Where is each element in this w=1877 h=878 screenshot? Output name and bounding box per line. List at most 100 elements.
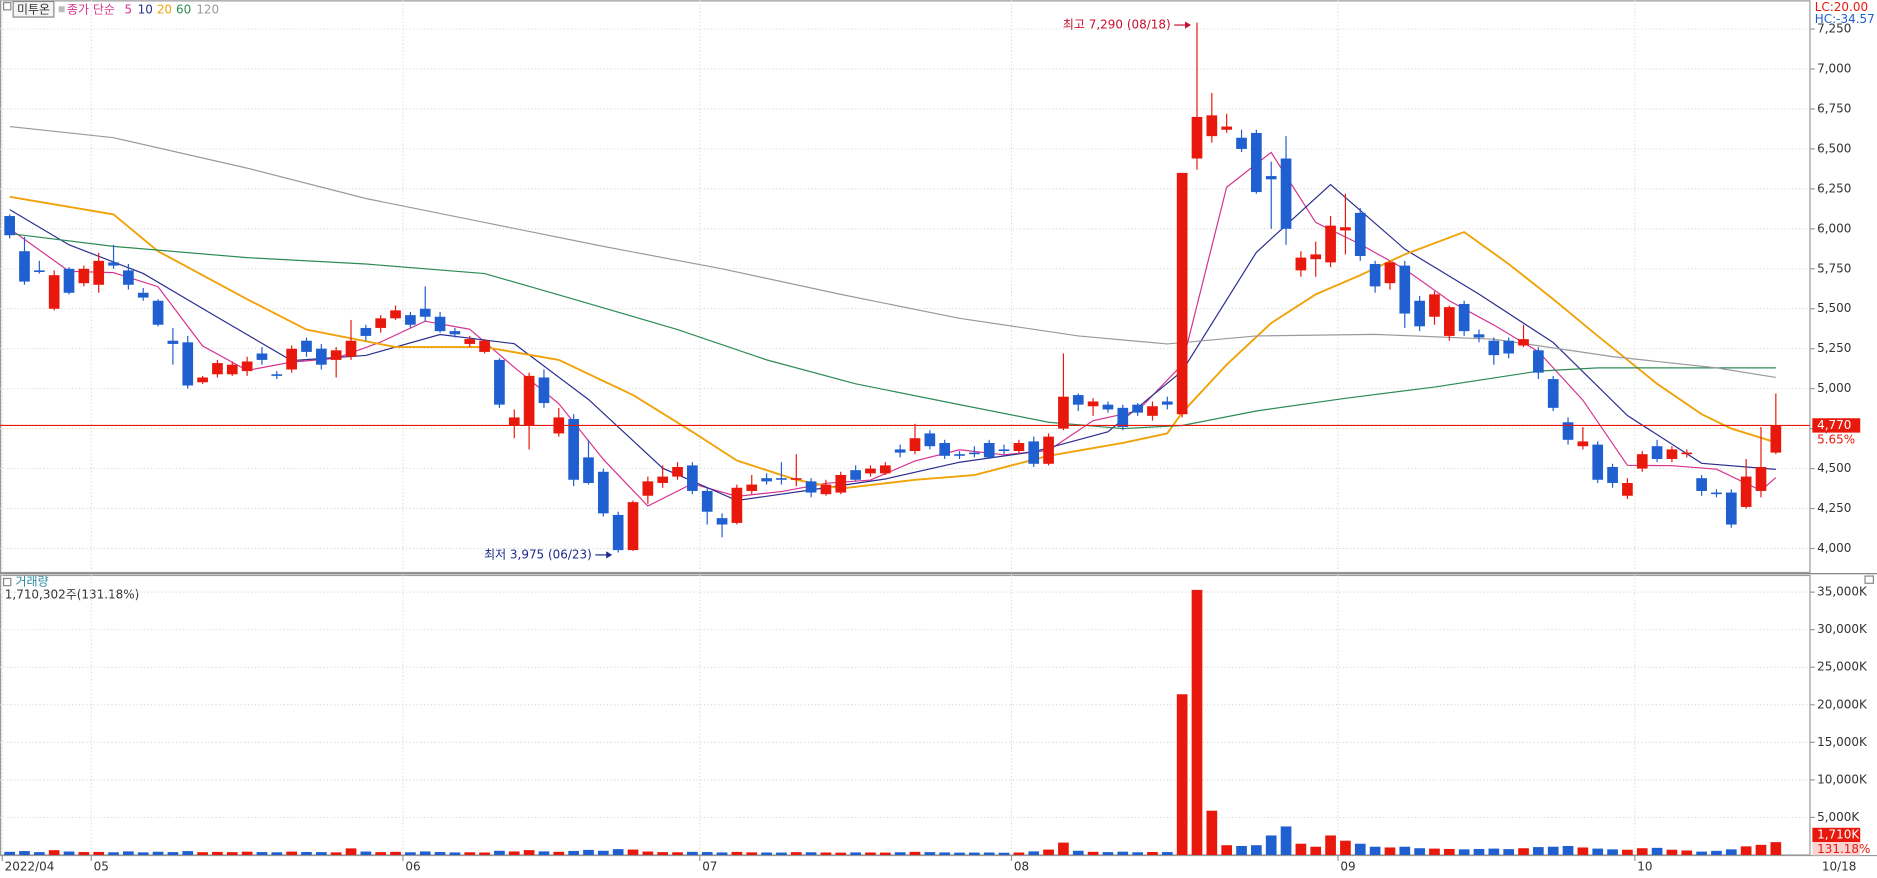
volume-bar [1622, 849, 1633, 855]
volume-bar [879, 852, 891, 855]
candle-body [998, 449, 1010, 452]
y-tick-label: 7,250 [1817, 22, 1851, 36]
volume-bar [687, 851, 698, 855]
candle-body [583, 457, 594, 483]
volume-bar [405, 852, 416, 855]
volume-icon[interactable] [2, 577, 12, 587]
y-tick-label: 6,250 [1817, 181, 1851, 195]
volume-bar [434, 852, 446, 855]
lc-label: LC:20.00 [1815, 0, 1868, 14]
candle-body [1236, 137, 1247, 149]
volume-bar [48, 850, 60, 855]
candle-body [48, 275, 60, 309]
volume-bar [820, 852, 832, 855]
last-ratio-box [1812, 842, 1861, 856]
volume-bar [983, 852, 995, 855]
x-tick-label: 05 [94, 859, 109, 873]
volume-bar [301, 851, 312, 855]
volume-bar [701, 852, 713, 855]
candle-body [894, 449, 906, 453]
annotation-arrowhead [606, 551, 613, 559]
candle-body [508, 417, 520, 426]
volume-bar [1161, 852, 1173, 855]
y-tick-label: 5,250 [1817, 341, 1851, 355]
volume-bar [1221, 845, 1233, 855]
candle-body [1592, 444, 1604, 480]
volume-bar [1206, 810, 1218, 855]
candle-body [1072, 395, 1084, 405]
volume-bar [256, 852, 268, 855]
volume-bar [790, 852, 802, 855]
candle-body [286, 348, 297, 370]
candle-body [1488, 340, 1500, 356]
x-tick-label: 10 [1637, 859, 1652, 873]
candle-body [1251, 132, 1262, 193]
legend-entry: 120 [196, 2, 219, 16]
candle-body [1354, 212, 1366, 257]
last-volume-ratio: 131.18% [1817, 842, 1870, 856]
volume-bar [315, 852, 327, 855]
candle-body [1458, 303, 1470, 332]
volume-bar [568, 850, 579, 855]
volume-bar [1191, 589, 1203, 855]
volume-bar [1176, 694, 1188, 855]
volume-bar [330, 852, 342, 855]
last-volume-label: 1,710K [1817, 827, 1860, 841]
volume-bar [642, 851, 654, 855]
ma-line [9, 232, 1776, 430]
title-box[interactable] [12, 0, 55, 18]
last-date: 10/18 [1822, 859, 1857, 873]
candle-body [1533, 350, 1544, 373]
y-tick-label: 6,750 [1817, 101, 1851, 115]
volume-summary: 1,710,302주(131.18%) [5, 588, 140, 602]
volume-bar [1488, 848, 1500, 855]
volume-bar [508, 851, 520, 855]
candle-body [63, 268, 75, 293]
volume-bar [286, 851, 297, 855]
y-tick-label: 30,000K [1817, 622, 1868, 636]
volume-bar [33, 852, 45, 855]
candle-body [19, 251, 30, 282]
candle-body [1696, 478, 1707, 491]
candle-body [479, 340, 490, 352]
panel-button[interactable] [1864, 575, 1875, 584]
volume-bar [1681, 850, 1693, 855]
candle-body [241, 361, 253, 372]
volume-bar [182, 851, 194, 855]
volume-bar [494, 850, 505, 855]
menu-icon[interactable] [2, 2, 12, 11]
candle-body [597, 471, 609, 514]
volume-bar [197, 852, 208, 855]
current-price-box [1812, 418, 1861, 433]
volume-bar [1013, 852, 1025, 855]
candle-body [612, 514, 624, 551]
candle-body [1161, 401, 1173, 405]
volume-bar [865, 852, 876, 855]
y-tick-label: 5,000K [1817, 810, 1860, 824]
volume-bar [78, 852, 90, 855]
annotation: 최저 3,975 (06/23) [484, 547, 592, 561]
volume-bar [1666, 849, 1678, 855]
candle-body [1414, 300, 1425, 327]
candle-body [1206, 115, 1218, 137]
volume-bar [909, 851, 921, 855]
volume-bar [1518, 848, 1529, 855]
candle-body [657, 476, 669, 483]
volume-bar [1429, 848, 1440, 855]
candle-body [1369, 263, 1381, 287]
volume-bar [627, 849, 639, 855]
candle-body [1028, 441, 1040, 464]
volume-bar [375, 852, 387, 855]
ma-line [9, 195, 1777, 490]
volume-bar [583, 849, 594, 855]
candle-body [969, 452, 980, 455]
candle-body [1666, 449, 1678, 459]
volume-bar [1354, 843, 1366, 855]
volume-bar [1236, 845, 1247, 855]
candle-body [642, 481, 654, 496]
candle-body [360, 327, 372, 336]
volume-bar [1087, 851, 1099, 855]
volume-bar [1473, 848, 1485, 855]
